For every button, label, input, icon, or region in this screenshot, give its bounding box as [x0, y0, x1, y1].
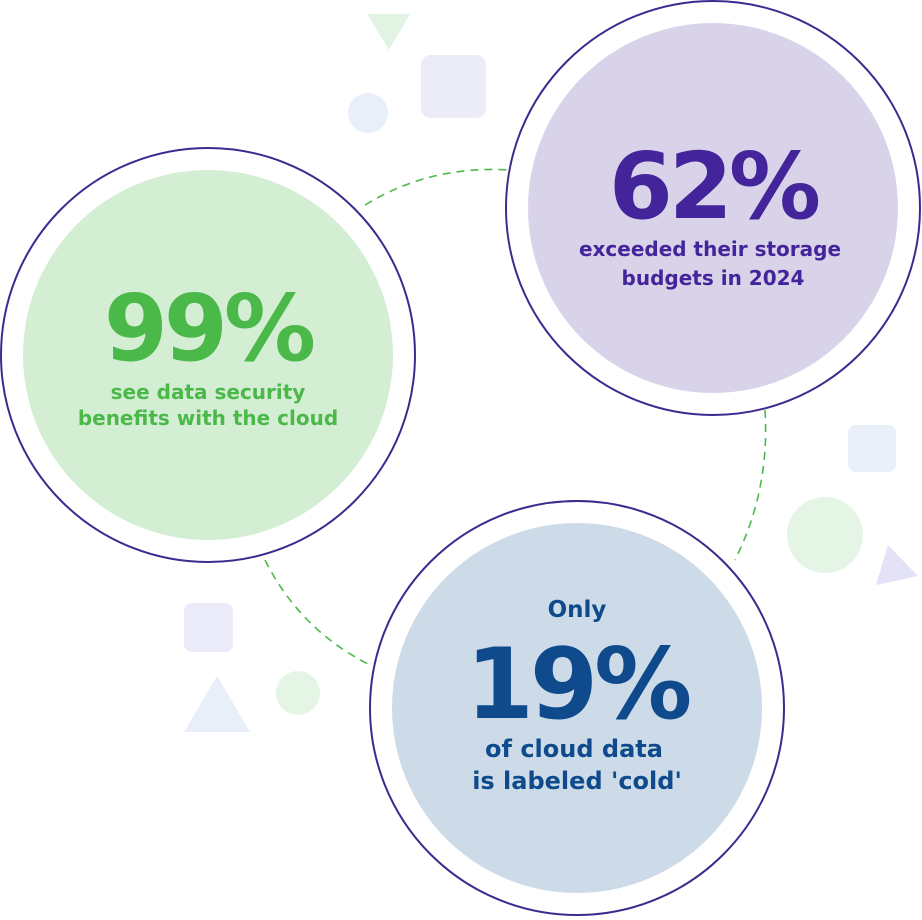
deco-square	[848, 425, 896, 472]
stat-caption: see data security	[111, 380, 306, 404]
stat-caption: of cloud data	[485, 735, 663, 763]
deco-triangle	[876, 545, 918, 585]
connector	[734, 409, 767, 561]
stat-caption: is labeled 'cold'	[472, 767, 682, 795]
deco-circle	[276, 671, 320, 715]
stat-value: 99%	[104, 275, 314, 382]
connector	[264, 559, 371, 666]
circle-fill	[23, 170, 393, 540]
circle-fill	[392, 523, 762, 893]
stat-caption: benefits with the cloud	[78, 406, 338, 430]
stat-caption: exceeded their storage	[579, 237, 841, 261]
deco-square	[184, 603, 233, 652]
stat-prefix: Only	[548, 597, 607, 623]
stat-value: 62%	[609, 133, 819, 240]
deco-circle	[348, 93, 388, 133]
deco-circle	[787, 497, 863, 573]
circle-fill	[528, 23, 898, 393]
deco-triangle	[184, 676, 250, 732]
stat-value: 19%	[466, 628, 690, 742]
stat-caption: budgets in 2024	[622, 266, 805, 290]
deco-square	[421, 55, 486, 118]
connector	[364, 168, 511, 206]
deco-triangle	[367, 14, 410, 50]
